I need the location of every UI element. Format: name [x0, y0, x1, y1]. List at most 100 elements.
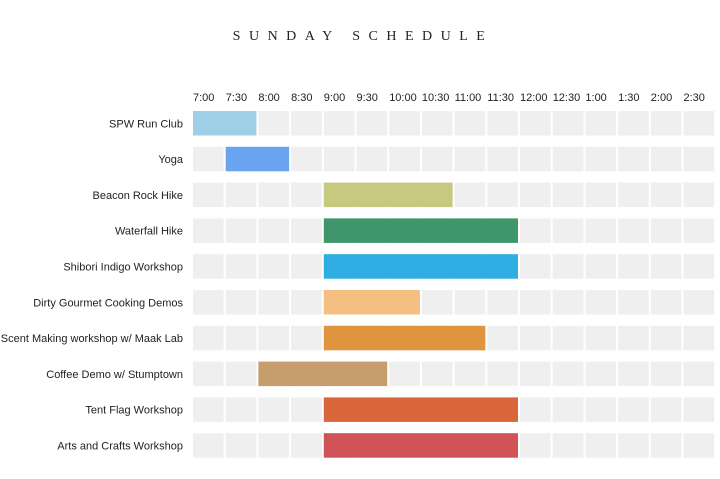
grid-cell: [258, 397, 290, 422]
grid-cell: [520, 397, 551, 422]
grid-cell: [618, 146, 649, 172]
x-axis-ticks: 7:00 7:30 8:00 8:30 9:00 9:30 10:00 10:30 11:00 1…: [193, 92, 705, 104]
x-tick-label: 8:00: [258, 92, 279, 104]
chart-title: SUNDAY SCHEDULE: [232, 29, 494, 44]
grid-cell: [520, 433, 551, 458]
grid-cell: [356, 111, 388, 136]
grid-cell: [421, 146, 453, 172]
grid-cell: [389, 361, 420, 387]
x-tick-label: 7:30: [226, 92, 247, 104]
row-label: Coffee Demo w/ Stumptown: [46, 369, 183, 381]
grid-cell: [683, 254, 715, 279]
grid-cell: [487, 111, 518, 136]
grid-cell: [225, 433, 257, 458]
row-label: Beacon Rock Hike: [93, 190, 184, 202]
row-label: SPW Run Club: [109, 118, 183, 130]
grid-cell: [585, 111, 617, 136]
schedule-bar: [225, 146, 290, 172]
row-label: Shibori Indigo Workshop: [63, 261, 183, 273]
grid-cell: [487, 146, 518, 172]
schedule-bar: [258, 361, 388, 387]
x-tick-label: 10:00: [389, 92, 417, 104]
grid-cell: [552, 146, 584, 172]
row-label: Waterfall Hike: [115, 226, 183, 238]
x-tick-label: 1:30: [618, 92, 639, 104]
grid-cell: [683, 290, 715, 315]
schedule-bars: [193, 111, 518, 458]
grid-cell: [291, 182, 322, 208]
grid-cell: [552, 182, 584, 208]
schedule-bar: [323, 397, 518, 422]
grid-cell: [618, 111, 649, 136]
grid-cell: [618, 182, 649, 208]
grid-cell: [520, 111, 551, 136]
grid-cell: [193, 290, 224, 315]
grid-cell: [585, 182, 617, 208]
grid-cell: [585, 146, 617, 172]
schedule-bar: [323, 325, 486, 351]
x-tick-label: 8:30: [291, 92, 312, 104]
grid-cell: [520, 290, 551, 315]
grid-cell: [683, 361, 715, 387]
grid-cell: [454, 111, 486, 136]
x-tick-label: 9:30: [357, 92, 378, 104]
row-label: Arts and Crafts Workshop: [57, 440, 183, 452]
schedule-bar: [323, 433, 518, 458]
grid-cell: [618, 397, 649, 422]
grid-cell: [291, 254, 322, 279]
schedule-bar: [193, 111, 257, 136]
grid-cell: [258, 433, 290, 458]
grid-cell: [618, 290, 649, 315]
grid-cell: [323, 146, 355, 172]
grid-cell: [585, 325, 617, 351]
grid-cell: [487, 182, 518, 208]
grid-cell: [258, 290, 290, 315]
grid-cell: [520, 325, 551, 351]
grid-cell: [618, 361, 649, 387]
grid-cell: [683, 146, 715, 172]
row-label: Dirty Gourmet Cooking Demos: [33, 297, 183, 309]
grid-cell: [520, 361, 551, 387]
grid-cell: [683, 325, 715, 351]
grid-cell: [291, 146, 322, 172]
x-tick-label: 2:30: [684, 92, 705, 104]
grid-cell: [650, 254, 682, 279]
grid-cell: [454, 290, 486, 315]
grid-cell: [258, 218, 290, 243]
grid-cell: [258, 325, 290, 351]
grid-cell: [650, 182, 682, 208]
x-tick-label: 2:00: [651, 92, 672, 104]
grid-cell: [552, 254, 584, 279]
grid-cell: [258, 254, 290, 279]
row-label: Scent Making workshop w/ Maak Lab: [1, 333, 183, 345]
grid-cell: [552, 325, 584, 351]
grid-cell: [291, 433, 322, 458]
row-label: Tent Flag Workshop: [85, 405, 183, 417]
grid-cell: [193, 218, 224, 243]
grid-cell: [389, 111, 420, 136]
x-tick-label: 1:00: [585, 92, 606, 104]
grid-cell: [356, 146, 388, 172]
schedule-bar: [323, 290, 420, 315]
grid-cell: [225, 325, 257, 351]
grid-cell: [225, 397, 257, 422]
x-tick-label: 12:00: [520, 92, 548, 104]
x-tick-label: 10:30: [422, 92, 450, 104]
grid-cell: [454, 182, 486, 208]
grid-cell: [291, 111, 322, 136]
grid-cell: [585, 433, 617, 458]
grid-cell: [552, 361, 584, 387]
grid-cell: [585, 290, 617, 315]
grid-cell: [193, 254, 224, 279]
grid-cell: [618, 254, 649, 279]
grid-cell: [585, 218, 617, 243]
grid-cell: [487, 361, 518, 387]
grid-cell: [618, 433, 649, 458]
schedule-bar: [323, 218, 518, 243]
grid-cell: [650, 111, 682, 136]
x-tick-label: 12:30: [553, 92, 581, 104]
grid-cell: [389, 146, 420, 172]
grid-cell: [683, 182, 715, 208]
grid-cell: [520, 146, 551, 172]
